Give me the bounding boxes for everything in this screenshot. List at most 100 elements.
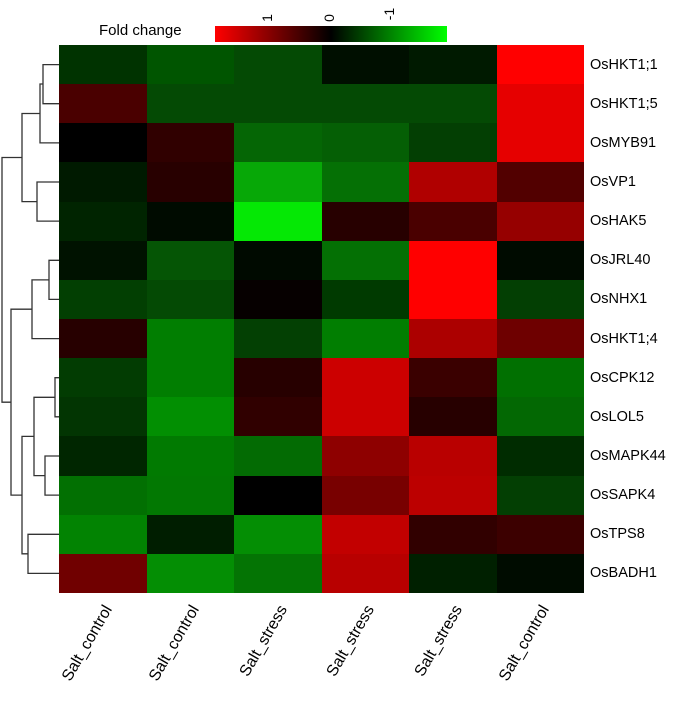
heatmap-cell	[147, 515, 235, 554]
heatmap-cell	[497, 515, 585, 554]
heatmap-cell	[147, 397, 235, 436]
row-label: OsJRL40	[590, 251, 650, 269]
heatmap-cell	[409, 162, 497, 201]
heatmap-cell	[497, 436, 585, 475]
column-label: Salt_stress	[211, 603, 292, 724]
heatmap-cell	[59, 397, 147, 436]
heatmap-cell	[497, 45, 585, 84]
row-label: OsCPK12	[590, 369, 654, 387]
heatmap-cell	[322, 202, 410, 241]
heatmap-cell	[234, 162, 322, 201]
heatmap-cell	[322, 515, 410, 554]
row-label: OsTPS8	[590, 525, 645, 543]
legend-tick-0: 0	[321, 14, 337, 22]
heatmap-cell	[59, 202, 147, 241]
heatmap-cell	[59, 436, 147, 475]
heatmap-cell	[409, 436, 497, 475]
heatmap-cell	[234, 84, 322, 123]
heatmap-cell	[322, 162, 410, 201]
heatmap-cell	[234, 241, 322, 280]
heatmap-cell	[234, 554, 322, 593]
heatmap-cell	[234, 280, 322, 319]
heatmap-cell	[409, 202, 497, 241]
heatmap-cell	[59, 280, 147, 319]
column-label: Salt_control	[123, 603, 204, 724]
heatmap-cell	[234, 436, 322, 475]
heatmap-cell	[409, 45, 497, 84]
row-label: OsHKT1;1	[590, 56, 658, 74]
legend-tick-1: 1	[259, 14, 275, 22]
heatmap-cell	[322, 45, 410, 84]
heatmap-cell	[59, 162, 147, 201]
heatmap-cell	[497, 476, 585, 515]
row-label: OsSAPK4	[590, 486, 655, 504]
heatmap-cell	[322, 554, 410, 593]
heatmap-cell	[497, 123, 585, 162]
heatmap-cell	[409, 554, 497, 593]
heatmap-cell	[59, 358, 147, 397]
heatmap-cell	[497, 202, 585, 241]
heatmap-cell	[147, 84, 235, 123]
row-label: OsBADH1	[590, 564, 657, 582]
heatmap-cell	[322, 123, 410, 162]
heatmap-cell	[322, 397, 410, 436]
column-label: Salt_control	[473, 603, 554, 724]
heatmap-cell	[147, 476, 235, 515]
heatmap-cell	[497, 319, 585, 358]
row-label: OsHAK5	[590, 212, 646, 230]
heatmap-cell	[234, 123, 322, 162]
heatmap-cell	[147, 123, 235, 162]
heatmap-cell	[234, 45, 322, 84]
heatmap-cell	[147, 162, 235, 201]
heatmap-cell	[409, 123, 497, 162]
heatmap-cell	[497, 84, 585, 123]
heatmap-cell	[497, 358, 585, 397]
heatmap-cell	[409, 358, 497, 397]
heatmap-cell	[409, 241, 497, 280]
heatmap-cell	[59, 123, 147, 162]
heatmap-cell	[497, 397, 585, 436]
heatmap-cell	[147, 45, 235, 84]
heatmap-cell	[147, 436, 235, 475]
heatmap-cell	[322, 84, 410, 123]
heatmap-cell	[59, 476, 147, 515]
heatmap-cell	[59, 241, 147, 280]
column-label: Salt_control	[36, 603, 117, 724]
row-dendrogram	[0, 0, 60, 600]
heatmap-cell	[147, 554, 235, 593]
heatmap-cell	[234, 515, 322, 554]
heatmap-cell	[497, 280, 585, 319]
heatmap-cell	[497, 554, 585, 593]
row-label: OsHKT1;4	[590, 330, 658, 348]
legend-title: Fold change	[99, 22, 182, 39]
heatmap-cell	[59, 319, 147, 358]
heatmap-cell	[234, 476, 322, 515]
heatmap-cell	[147, 280, 235, 319]
heatmap-cell	[497, 162, 585, 201]
row-label: OsMAPK44	[590, 447, 666, 465]
heatmap-cell	[409, 397, 497, 436]
heatmap-cell	[322, 280, 410, 319]
heatmap-cell	[322, 241, 410, 280]
heatmap-cell	[234, 397, 322, 436]
color-scale-bar	[215, 26, 447, 42]
heatmap-cell	[147, 241, 235, 280]
row-label: OsMYB91	[590, 134, 656, 152]
heatmap-cell	[409, 476, 497, 515]
heatmap-cell	[59, 515, 147, 554]
heatmap-cell	[147, 358, 235, 397]
heatmap-cell	[147, 202, 235, 241]
heatmap-cell	[322, 436, 410, 475]
heatmap-cell	[497, 241, 585, 280]
heatmap-cell	[59, 84, 147, 123]
heatmap-cell	[59, 45, 147, 84]
heatmap-cell	[409, 515, 497, 554]
heatmap-cell	[234, 319, 322, 358]
heatmap-cell	[322, 358, 410, 397]
heatmap-cell	[59, 554, 147, 593]
row-label: OsLOL5	[590, 408, 644, 426]
heatmap-cell	[234, 358, 322, 397]
heatmap-cell	[147, 319, 235, 358]
heatmap-cell	[409, 319, 497, 358]
